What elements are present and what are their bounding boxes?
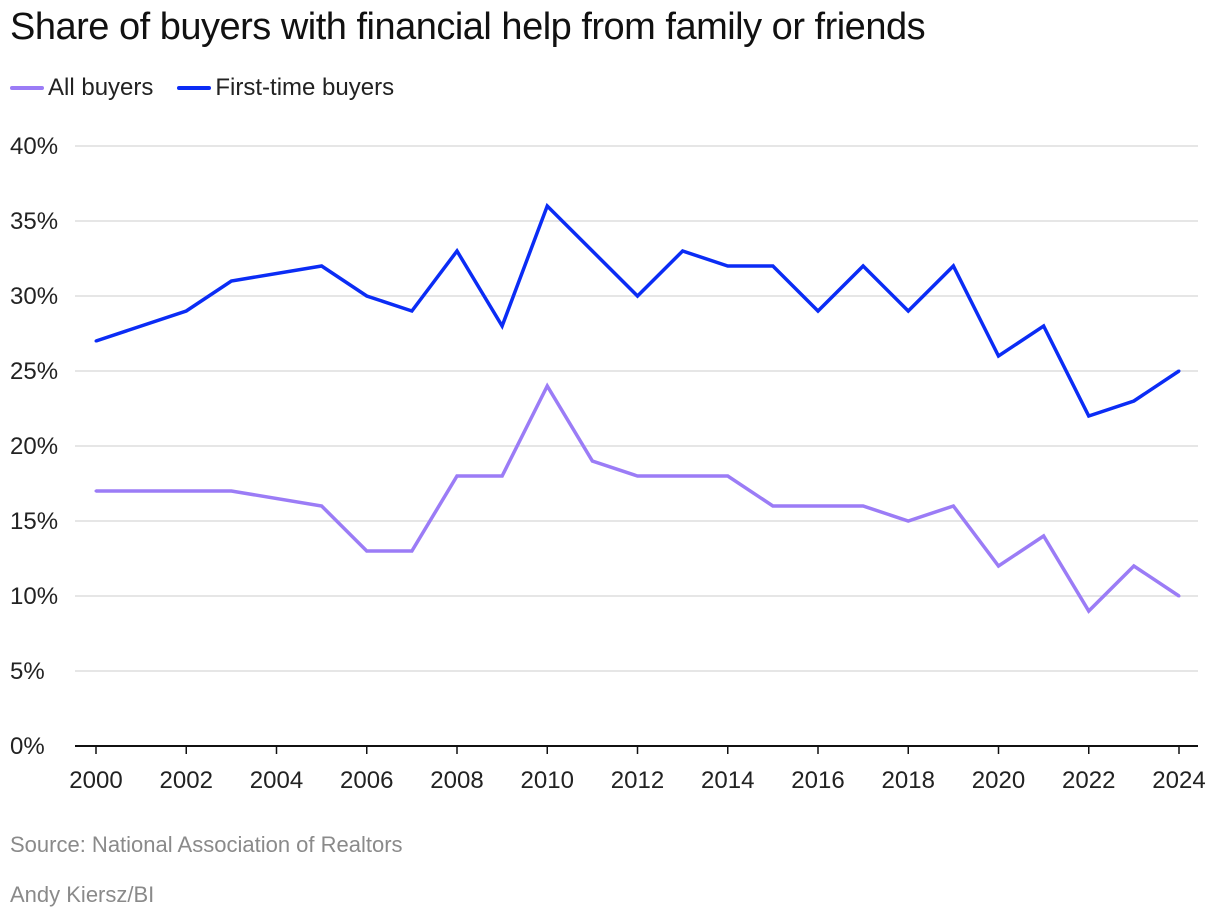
x-tick-label-2000: 2000 — [69, 767, 122, 794]
data-point-all-buyers-2013 — [681, 474, 685, 478]
data-point-first-time-buyers-2014 — [726, 264, 730, 268]
data-point-first-time-buyers-2017 — [861, 264, 865, 268]
data-point-first-time-buyers-2019 — [951, 264, 955, 268]
x-tick-label-2018: 2018 — [882, 767, 935, 794]
data-point-first-time-buyers-2015 — [771, 264, 775, 268]
x-tick-label-2014: 2014 — [701, 767, 754, 794]
data-point-all-buyers-2002 — [184, 489, 188, 493]
data-point-first-time-buyers-2022 — [1087, 414, 1091, 418]
y-tick-label-30: 30% — [10, 283, 58, 310]
gridlines — [75, 145, 1198, 672]
y-axis-labels: 0% 5% 10% 15% 20% 25% 30% 35% 40% — [10, 133, 58, 760]
chart-title: Share of buyers with financial help from… — [10, 6, 926, 48]
legend-item-all-buyers: All buyers — [10, 74, 153, 102]
legend-label-all-buyers: All buyers — [48, 74, 154, 101]
data-point-all-buyers-2024 — [1177, 594, 1181, 598]
x-tick-label-2004: 2004 — [250, 767, 303, 794]
data-point-all-buyers-2018 — [906, 519, 910, 523]
y-tick-label-15: 15% — [10, 508, 58, 535]
data-point-first-time-buyers-2005 — [320, 264, 324, 268]
x-tick-label-2020: 2020 — [972, 767, 1025, 794]
y-tick-label-5: 5% — [10, 658, 45, 685]
data-point-first-time-buyers-2024 — [1177, 369, 1181, 373]
legend-item-first-time-buyers: First-time buyers — [177, 74, 394, 102]
data-point-first-time-buyers-2021 — [1042, 324, 1046, 328]
y-tick-label-20: 20% — [10, 433, 58, 460]
data-point-first-time-buyers-2002 — [184, 309, 188, 313]
data-point-first-time-buyers-2007 — [410, 309, 414, 313]
data-point-first-time-buyers-2003 — [229, 279, 233, 283]
data-point-all-buyers-2019 — [951, 504, 955, 508]
data-point-first-time-buyers-2000 — [94, 339, 98, 343]
data-point-first-time-buyers-2013 — [681, 249, 685, 253]
data-point-all-buyers-2012 — [636, 474, 639, 478]
y-tick-label-35: 35% — [10, 208, 58, 235]
x-tick-label-2012: 2012 — [611, 767, 664, 794]
data-point-first-time-buyers-2016 — [816, 309, 820, 313]
legend-swatch-first-time-buyers — [177, 86, 212, 90]
data-point-first-time-buyers-2010 — [545, 204, 549, 208]
data-point-first-time-buyers-2020 — [997, 354, 1000, 358]
y-tick-label-0: 0% — [10, 733, 45, 760]
x-tick-label-2002: 2002 — [160, 767, 213, 794]
x-axis — [75, 745, 1198, 754]
data-point-first-time-buyers-2011 — [590, 249, 594, 253]
data-point-all-buyers-2023 — [1132, 564, 1136, 568]
data-point-first-time-buyers-2009 — [500, 324, 504, 328]
y-tick-label-25: 25% — [10, 358, 58, 385]
x-tick-label-2008: 2008 — [430, 767, 483, 794]
data-point-all-buyers-2011 — [590, 459, 594, 463]
x-tick-label-2006: 2006 — [340, 767, 393, 794]
x-axis-labels: 2000 2002 2004 2006 2008 2010 2012 2014 2016 2018… — [69, 767, 1205, 794]
data-point-all-buyers-2008 — [455, 474, 459, 478]
x-tick-label-2010: 2010 — [521, 767, 574, 794]
data-point-all-buyers-2010 — [545, 384, 549, 388]
x-tick-label-2022: 2022 — [1062, 767, 1115, 794]
data-point-all-buyers-2009 — [500, 474, 504, 478]
data-point-all-buyers-2016 — [816, 504, 820, 508]
data-point-all-buyers-2005 — [320, 504, 324, 508]
data-point-all-buyers-2021 — [1042, 534, 1046, 538]
data-point-all-buyers-2015 — [771, 504, 775, 508]
data-point-all-buyers-2003 — [229, 489, 233, 493]
y-tick-label-10: 10% — [10, 583, 58, 610]
data-point-first-time-buyers-2012 — [636, 294, 639, 298]
source-note: Source: National Association of Realtors — [10, 832, 403, 857]
legend-swatch-all-buyers — [10, 86, 44, 90]
data-point-all-buyers-2000 — [94, 489, 98, 493]
data-point-all-buyers-2014 — [726, 474, 730, 478]
series-line-all-buyers — [96, 382, 1180, 614]
data-point-all-buyers-2007 — [410, 549, 414, 553]
legend-label-first-time-buyers: First-time buyers — [215, 74, 395, 101]
x-tick-label-2024: 2024 — [1152, 767, 1205, 794]
data-point-first-time-buyers-2008 — [455, 249, 459, 253]
x-tick-label-2016: 2016 — [791, 767, 844, 794]
series-line-first-time-buyers — [95, 202, 1180, 419]
data-point-all-buyers-2020 — [997, 564, 1000, 568]
series-lines — [94, 202, 1181, 614]
data-point-all-buyers-2006 — [365, 549, 369, 553]
legend: All buyers First-time buyers — [10, 74, 418, 102]
data-point-first-time-buyers-2023 — [1132, 399, 1136, 403]
data-point-first-time-buyers-2006 — [365, 294, 369, 298]
data-point-first-time-buyers-2018 — [906, 309, 910, 313]
data-point-all-buyers-2017 — [861, 504, 865, 508]
author-credit: Andy Kiersz/BI — [10, 882, 155, 907]
data-point-all-buyers-2022 — [1087, 609, 1091, 613]
y-tick-label-40: 40% — [10, 133, 58, 160]
